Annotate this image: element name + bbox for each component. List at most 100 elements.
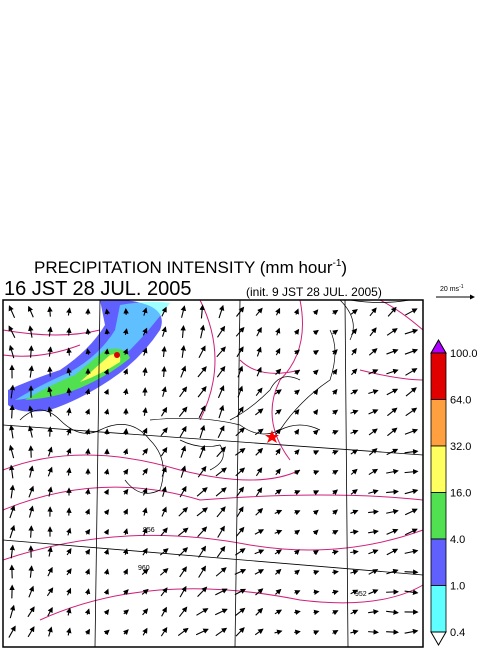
wind-arrow	[274, 549, 282, 555]
wind-arrow	[275, 468, 281, 476]
wind-arrow	[47, 606, 53, 617]
wind-arrow	[160, 626, 168, 637]
wind-arrow	[161, 306, 167, 317]
wind-arrow	[234, 568, 247, 575]
wind-arrow	[275, 588, 282, 595]
wind-arrow	[84, 548, 91, 555]
wind-arrow	[199, 304, 205, 319]
wind-arrow	[104, 348, 110, 355]
wind-arrow	[386, 388, 399, 396]
wind-arrow	[293, 389, 300, 396]
contour-label: 956	[143, 527, 155, 534]
wind-arrow	[312, 509, 319, 516]
wind-arrow	[66, 527, 72, 536]
wind-arrow	[294, 469, 301, 476]
wind-arrow	[122, 348, 128, 355]
valid-time: 16 JST 28 JUL. 2005	[4, 278, 192, 300]
wind-arrow	[368, 529, 379, 535]
wind-arrow	[217, 325, 226, 338]
wind-arrow	[255, 467, 263, 477]
wind-arrow	[332, 549, 339, 556]
wind-arrow	[179, 485, 187, 498]
map: 956 960 952	[2, 299, 424, 648]
wind-arrow	[216, 545, 226, 558]
lat-lon-line	[2, 299, 424, 648]
wind-arrow	[198, 345, 206, 358]
wind-arrow	[237, 365, 244, 378]
wind-arrow	[404, 449, 419, 455]
wind-arrow	[405, 387, 417, 397]
wind-arrow	[235, 326, 245, 337]
wind-arrow	[313, 470, 320, 476]
wind-arrow	[142, 608, 149, 616]
colorbar-label: 100.0	[450, 348, 478, 360]
wind-arrow	[47, 446, 53, 457]
wind-arrow	[275, 327, 281, 336]
wind-arrow	[404, 528, 418, 536]
wind-arrow	[274, 409, 282, 415]
colorbar-label: 1.0	[450, 581, 465, 593]
wind-arrow	[66, 587, 72, 596]
wind-arrow	[368, 589, 379, 595]
colorbar-segment	[430, 445, 447, 493]
wind-arrow	[275, 368, 282, 375]
wind-arrow	[197, 465, 207, 478]
wind-arrow	[66, 327, 72, 336]
wind-arrow	[8, 344, 15, 359]
wind-arrow	[47, 486, 53, 497]
wind-arrow	[177, 627, 189, 636]
wind-arrow	[199, 444, 206, 459]
wind-arrow	[85, 448, 91, 455]
wind-arrow	[159, 567, 169, 576]
pressure-contour	[2, 299, 424, 621]
wind-arrow	[369, 327, 377, 337]
wind-arrow	[198, 565, 206, 578]
wind-arrow	[255, 387, 263, 397]
wind-arrow	[332, 610, 339, 616]
wind-arrow	[122, 448, 129, 455]
wind-arrow	[255, 588, 264, 596]
wind-arrow	[8, 325, 16, 338]
colorbar: 100.0 64.0 32.0 16.0 4.0 1.0 0.4	[430, 338, 478, 647]
wind-arrow	[196, 487, 208, 497]
wind-arrow	[28, 365, 34, 378]
colorbar-segment	[430, 352, 447, 400]
wind-arrow	[216, 446, 226, 458]
wind-arrow	[368, 369, 379, 375]
wind-arrow	[178, 406, 188, 417]
wind-arrow	[179, 386, 188, 398]
wind-arrow	[368, 569, 379, 575]
wind-arrow	[368, 409, 379, 415]
wind-arrow	[122, 548, 129, 555]
wind-arrow	[350, 509, 359, 515]
wind-arrow	[313, 450, 320, 456]
wind-arrow	[142, 407, 148, 416]
wind-arrow	[350, 368, 358, 376]
wind-arrow	[255, 487, 263, 497]
wind-arrow	[47, 466, 53, 477]
wind-arrow	[404, 628, 419, 635]
wind-arrow	[8, 444, 15, 459]
wind-arrow	[161, 486, 167, 497]
wind-arrow	[180, 465, 187, 478]
wind-arrow	[234, 588, 247, 596]
wind-arrow	[293, 308, 299, 315]
wind-arrow	[180, 365, 187, 378]
wind-arrow	[123, 428, 129, 435]
wind-arrow	[28, 585, 35, 598]
title: PRECIPITATION INTENSITY (mm hour-1)	[34, 258, 347, 277]
wind-arrow	[368, 609, 379, 615]
wind-arrow	[104, 308, 111, 315]
wind-arrow	[254, 529, 265, 535]
wind-arrow	[332, 430, 339, 436]
wind-arrow	[27, 626, 35, 638]
wind-arrow	[312, 429, 319, 436]
wind-arrow	[312, 409, 319, 416]
wind-arrow	[293, 349, 300, 356]
wind-arrow	[215, 588, 228, 596]
colorbar-segment	[430, 399, 447, 447]
wind-arrow	[141, 588, 149, 595]
wind-arrow	[84, 588, 91, 595]
wind-arrow	[47, 406, 53, 417]
wind-arrow	[27, 305, 34, 318]
